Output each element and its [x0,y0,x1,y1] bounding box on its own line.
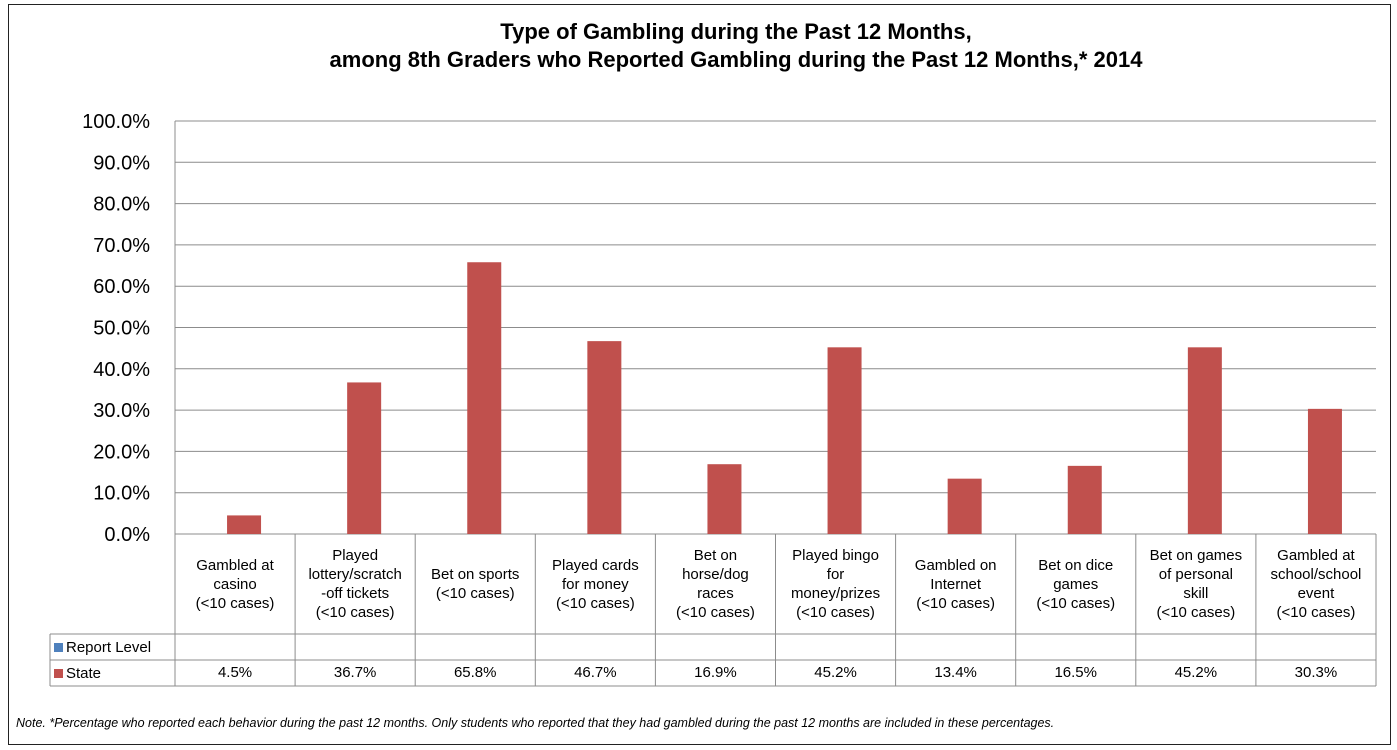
y-tick-label: 90.0% [93,152,150,174]
data-label: 65.8% [453,664,497,681]
bar-state [707,464,742,534]
y-tick-label: 40.0% [93,359,150,381]
y-tick-label: 10.0% [93,483,150,505]
category-label: Bet on horse/dog races (<10 cases) [676,547,755,621]
category-label: Played lottery/scratch -off tickets (<10… [308,547,402,621]
data-label [295,634,415,660]
chart-title-line-1: Type of Gambling during the Past 12 Mont… [500,19,972,44]
data-label: 45.2% [814,664,857,681]
legend-entry: State [50,660,175,686]
y-tick-label: 50.0% [93,318,150,340]
chart-title-line-2: among 8th Graders who Reported Gambling … [329,47,1143,72]
data-label [896,634,1016,660]
y-tick-label: 100.0% [82,111,150,133]
bar-state [347,382,382,534]
data-label [1016,634,1136,660]
category-label: Played cards for money (<10 cases) [551,556,639,612]
chart-frame [8,4,1391,745]
data-label: 45.2% [1174,664,1218,681]
category-label: Gambled on Internet (<10 cases) [914,556,997,612]
legend-swatch [54,642,63,652]
bar-state [827,347,862,534]
data-label: 36.7% [333,664,377,681]
chart-title: Type of Gambling during the Past 12 Mont… [0,18,1397,74]
bar-state [467,262,502,534]
category-label: Bet on dice games (<10 cases) [1036,556,1116,612]
footnote: Note. *Percentage who reported each beha… [16,716,1055,730]
data-label [175,634,295,660]
bar-state [1307,408,1342,534]
y-tick-label: 0.0% [104,524,150,546]
data-label: 16.9% [694,664,737,681]
bar-state [587,341,622,534]
y-tick-label: 60.0% [93,276,150,298]
legend-entry: Report Level [50,634,175,660]
data-label [1256,634,1376,660]
category-label: Bet on games of personal skill (<10 case… [1149,547,1243,621]
data-label: 4.5% [217,664,253,681]
data-label [535,634,655,660]
category-label: Gambled at school/school event (<10 case… [1270,547,1362,621]
y-tick-label: 20.0% [93,441,150,463]
legend-label: Report Level [66,638,152,656]
data-label: 30.3% [1294,664,1338,681]
bar-state [1187,347,1222,534]
data-label [776,634,896,660]
category-label: Gambled at casino (<10 cases) [195,556,275,612]
bar-state [1067,465,1102,534]
bar-state [947,478,982,534]
y-tick-label: 70.0% [93,235,150,257]
data-label: 16.5% [1054,664,1097,681]
y-tick-label: 80.0% [93,194,150,216]
category-label: Bet on sports (<10 cases) [431,566,520,602]
bar-state [227,515,262,534]
data-label [415,634,535,660]
legend-swatch [54,668,63,678]
category-label: Played bingo for money/prizes (<10 cases… [790,547,881,621]
y-tick-label: 30.0% [93,400,150,422]
data-label [1136,634,1256,660]
data-label [655,634,775,660]
data-label: 46.7% [574,664,617,681]
data-label: 13.4% [934,664,977,681]
legend-label: State [66,664,102,682]
